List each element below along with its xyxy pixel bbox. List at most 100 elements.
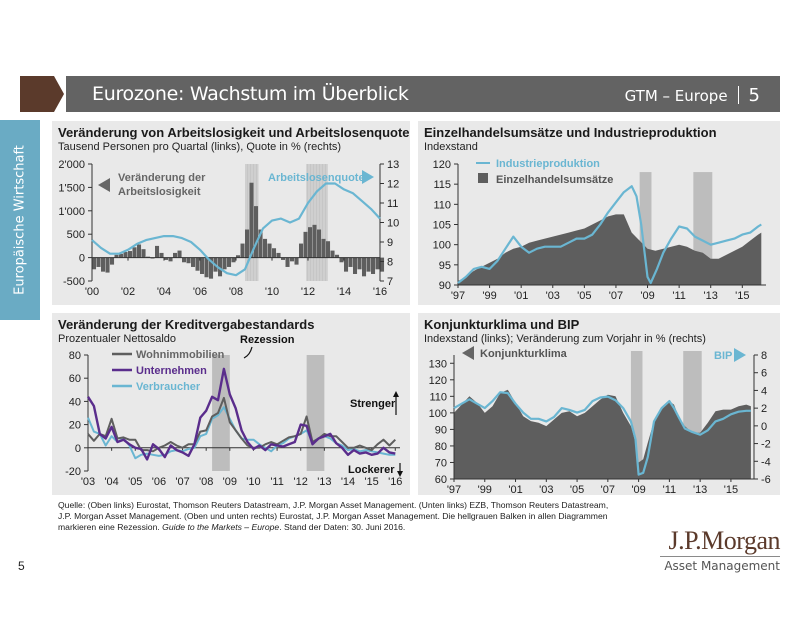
x-tick-label: '13 [704, 290, 718, 302]
bar [285, 257, 290, 267]
chart-panel-sentiment-gdp: Konjunkturklima und BIP Indexstand (link… [418, 313, 780, 495]
y-tick-label: 110 [429, 391, 447, 403]
x-tick-label: '11 [672, 290, 686, 302]
side-tab[interactable]: Europäische Wirtschaft [0, 120, 40, 320]
jpmorgan-logo: J.P.Morgan Asset Management [660, 528, 781, 573]
bar [281, 257, 286, 260]
chart-subtitle: Tausend Personen pro Quartal (links), Qu… [58, 141, 342, 153]
bar [245, 229, 250, 258]
annotation-tighter: Strenger [350, 398, 396, 410]
y-tick-label-right: 2 [761, 403, 767, 415]
bar [204, 257, 209, 278]
legend-arrow-right-icon [734, 348, 746, 362]
y-tick-label: 115 [433, 179, 451, 191]
bar [101, 257, 106, 272]
bar [276, 252, 281, 258]
legend-label: Unternehmen [136, 365, 207, 377]
x-tick-label: '99 [482, 290, 496, 302]
x-tick-label: '07 [601, 484, 615, 495]
x-tick-label: '14 [337, 286, 351, 298]
y-tick-label-right: -6 [761, 474, 771, 486]
legend-arrow-right-icon [362, 170, 374, 184]
line-gdp [453, 391, 751, 476]
x-tick-label: '03 [546, 290, 560, 302]
x-tick-label: '05 [577, 290, 591, 302]
bar [330, 250, 335, 258]
annotation-recession: Rezession [240, 334, 295, 346]
bar [303, 231, 308, 258]
y-tick-label: 20 [69, 420, 81, 432]
x-tick-label: '15 [735, 290, 749, 302]
y-tick-label: 70 [435, 457, 447, 469]
legend-label: Industrieproduktion [496, 158, 600, 170]
legend-area-swatch [478, 173, 488, 183]
line-unternehmen [86, 367, 396, 461]
y-tick-label: 60 [435, 474, 447, 486]
bar [258, 229, 263, 258]
x-tick-label: '16 [373, 286, 387, 298]
y-tick-label: 40 [69, 396, 81, 408]
chart-panel-retail-industry: Einzelhandelsumsätze und Industrieproduk… [418, 121, 780, 305]
legend-label: Wohnimmobilien [136, 349, 225, 361]
section-label: GTM – Europe [624, 87, 728, 105]
x-tick-label: '15 [364, 476, 378, 488]
y-tick-label: 110 [433, 199, 451, 211]
arrow-down-head-icon [397, 471, 403, 477]
bar [128, 251, 133, 258]
bar [123, 251, 128, 258]
bar [254, 206, 259, 258]
bar [141, 249, 146, 258]
chart-unemployment: -500 0 500 1'000 1'500 2'000 7 8 9 10 11 12 13 '00 '02… [58, 159, 399, 298]
y-tick-label-right: 7 [387, 276, 393, 288]
x-tick-label: '97 [451, 290, 465, 302]
x-tick-label: '15 [724, 484, 738, 495]
bar [236, 255, 241, 258]
x-tick-label: '07 [609, 290, 623, 302]
source-text: markieren eine Rezession. [58, 522, 163, 532]
line-industrial-production [457, 185, 762, 285]
x-tick-label: '06 [193, 286, 207, 298]
line-wohnimmobilien [87, 396, 397, 453]
y-tick-label: 95 [439, 260, 451, 272]
x-tick-label: '01 [514, 290, 528, 302]
bar [375, 257, 380, 270]
bar [186, 257, 191, 264]
x-tick-label: '00 [85, 286, 99, 298]
y-tick-label: -500 [63, 276, 85, 288]
line-unemployment-rate [91, 182, 381, 277]
y-tick-label: 0 [75, 443, 81, 455]
source-date: . Stand der Daten: 30. Juni 2016. [279, 522, 406, 532]
y-tick-label: 90 [439, 280, 451, 292]
arrow-up-head-icon [393, 391, 399, 397]
header-bar [66, 76, 780, 112]
y-tick-label: 120 [433, 159, 451, 171]
chart-sentiment-gdp: 60 70 80 90 100 110 120 130 -6 -4 -2 0 2 4 6 8 '97 '99 '01… [429, 346, 771, 495]
page-title: Eurozone: Wachstum im Überblick [92, 83, 409, 105]
annotation-looser: Lockerer [348, 464, 395, 476]
y-tick-label: 0 [79, 253, 85, 265]
y-tick-label: 130 [429, 358, 447, 370]
bar [380, 257, 385, 272]
y-tick-label: 100 [429, 408, 447, 420]
header-page-number: 5 [748, 85, 760, 106]
source-line: Quelle: (Oben links) Eurostat, Thomson R… [58, 500, 609, 510]
chart-subtitle: Prozentualer Nettosaldo [58, 333, 177, 345]
bar [326, 241, 331, 258]
bar [200, 257, 205, 274]
legend-line-label: BIP [714, 350, 732, 362]
recession-band [639, 172, 652, 285]
x-tick-label: '01 [508, 484, 522, 495]
x-tick-label: '97 [447, 484, 461, 495]
x-tick-label: '04 [104, 476, 118, 488]
y-tick-label-right: 11 [387, 198, 398, 210]
y-tick-label-right: 10 [387, 218, 399, 230]
x-tick-label: '09 [631, 484, 645, 495]
bar [290, 257, 295, 262]
brand-arrow-icon [20, 76, 64, 112]
y-tick-label-right: 4 [761, 385, 767, 397]
bar [231, 257, 236, 263]
y-tick-label: 100 [433, 240, 451, 252]
legend-arrow-left-icon [98, 178, 110, 192]
bar [339, 257, 344, 263]
y-tick-label: 80 [69, 350, 81, 362]
